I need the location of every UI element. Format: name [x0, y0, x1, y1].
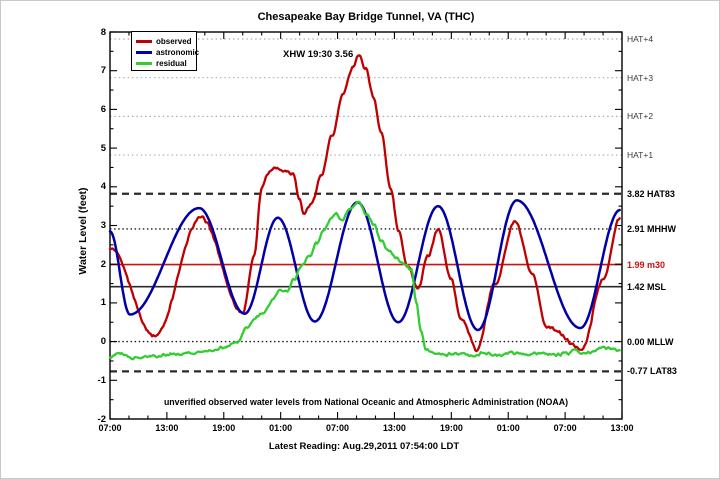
noaa-footnote: unverified observed water levels from Na… [163, 397, 569, 407]
y-tick-label: 3 [100, 220, 106, 231]
ref-line-label: HAT+3 [627, 72, 654, 83]
legend-item-astronomic: astronomic [136, 47, 199, 57]
legend: observed astronomic residual [131, 31, 199, 71]
legend-item-residual: residual [136, 58, 193, 68]
ref-line-label: -0.77 LAT83 [627, 366, 677, 377]
y-tick-label: 6 [100, 103, 106, 115]
x-tick-label: 13:00 [155, 423, 179, 433]
astronomic-line-swatch [136, 50, 152, 54]
ref-line-label: HAT+2 [627, 111, 654, 122]
ref-line-label: 3.82 HAT83 [627, 188, 675, 199]
y-tick-label: 0 [100, 336, 106, 348]
x-tick-label: 07:00 [553, 423, 577, 433]
ref-line-label: HAT+1 [627, 150, 654, 161]
legend-label-residual: residual [156, 58, 187, 68]
y-tick-label: 7 [100, 65, 106, 77]
ref-line-label: HAT+4 [627, 33, 654, 44]
x-tick-label: 01:00 [496, 423, 520, 433]
chart-title: Chesapeake Bay Bridge Tunnel, VA (THC) [257, 11, 475, 23]
x-tick-label: 07:00 [98, 423, 122, 433]
y-tick-label: 4 [100, 181, 106, 193]
y-tick-label: -1 [97, 374, 106, 386]
observed-series [108, 54, 621, 353]
observed-line-swatch [136, 39, 152, 43]
y-tick-label: -2 [97, 413, 106, 425]
legend-label-astronomic: astronomic [156, 47, 200, 57]
legend-item-observed: observed [136, 36, 193, 46]
x-tick-label: 13:00 [382, 423, 406, 433]
x-tick-label: 13:00 [610, 423, 634, 433]
ref-line-label: 2.91 MHHW [627, 223, 677, 234]
x-tick-label: 01:00 [269, 423, 293, 433]
x-tick-label: 19:00 [212, 423, 236, 433]
ref-line-label: 1.99 m30 [627, 259, 666, 270]
ref-line-label: 1.42 MSL [627, 281, 667, 292]
plot-frame [109, 31, 623, 420]
x-tick-label: 19:00 [439, 423, 463, 433]
x-tick-label: 07:00 [326, 423, 350, 433]
y-tick-label: 5 [100, 142, 106, 154]
y-tick-label: 8 [100, 26, 106, 38]
residual-line-swatch [136, 61, 152, 65]
y-tick-label: 2 [100, 258, 106, 270]
legend-label-observed: observed [156, 36, 192, 46]
residual-series [108, 200, 621, 361]
ref-line-label: 0.00 MLLW [627, 336, 674, 347]
y-tick-label: 1 [100, 297, 106, 309]
latest-reading-caption: Latest Reading: Aug.29,2011 07:54:00 LDT [268, 441, 460, 452]
xhw-annotation: XHW 19:30 3.56 [283, 49, 354, 60]
